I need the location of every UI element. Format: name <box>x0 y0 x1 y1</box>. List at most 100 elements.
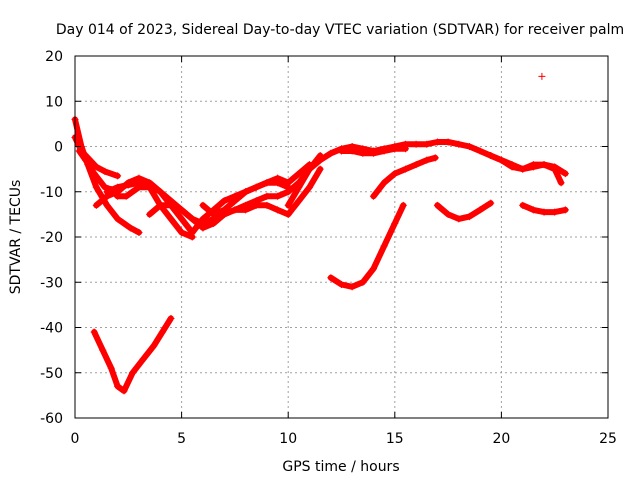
data-point <box>423 140 431 148</box>
data-point <box>401 145 409 153</box>
data-point <box>274 206 282 214</box>
data-point <box>167 215 175 223</box>
data-point <box>487 152 495 160</box>
data-point <box>306 183 314 191</box>
data-point <box>295 197 303 205</box>
data-point <box>274 174 282 182</box>
data-point <box>529 206 537 214</box>
data-point <box>561 170 569 178</box>
data-point <box>284 201 292 209</box>
data-point <box>103 201 111 209</box>
series-trace <box>93 152 324 231</box>
data-point <box>126 224 134 232</box>
data-point <box>146 210 154 218</box>
data-point <box>274 192 282 200</box>
series-arc-9 <box>338 145 409 157</box>
data-point <box>561 206 569 214</box>
series-arc-7 <box>199 161 314 218</box>
data-point <box>101 183 109 191</box>
data-point <box>399 201 407 209</box>
data-point <box>348 147 356 155</box>
series-outlier <box>538 72 546 80</box>
series-arc-11 <box>369 154 439 200</box>
data-point <box>348 283 356 291</box>
data-point <box>380 242 388 250</box>
x-tick-label: 0 <box>71 431 80 447</box>
data-point <box>412 140 420 148</box>
data-point <box>114 172 122 180</box>
y-tick-label: -10 <box>40 185 63 201</box>
data-point <box>92 163 100 171</box>
data-point <box>263 192 271 200</box>
data-point <box>114 382 122 390</box>
data-point <box>231 206 239 214</box>
data-point <box>316 165 324 173</box>
data-point <box>529 161 537 169</box>
y-tick-label: -40 <box>40 321 63 337</box>
data-point <box>284 179 292 187</box>
data-point <box>120 387 128 395</box>
data-point <box>519 165 527 173</box>
data-point <box>284 210 292 218</box>
data-point <box>178 215 186 223</box>
data-point <box>252 201 260 209</box>
data-point <box>99 346 107 354</box>
data-point <box>263 179 271 187</box>
data-point <box>551 165 559 173</box>
data-point <box>391 145 399 153</box>
series-arc-12 <box>327 201 407 291</box>
data-point <box>199 219 207 227</box>
data-point <box>135 228 143 236</box>
data-point <box>75 147 83 155</box>
data-point <box>497 156 505 164</box>
data-point <box>391 219 399 227</box>
axis-ticks <box>74 55 609 419</box>
data-point <box>122 192 130 200</box>
data-point <box>423 156 431 164</box>
series-arc-14 <box>519 201 569 216</box>
data-point <box>220 197 228 205</box>
data-point <box>92 201 100 209</box>
data-point <box>380 147 388 155</box>
x-tick-label: 25 <box>599 431 617 447</box>
data-point <box>124 181 132 189</box>
data-point <box>263 201 271 209</box>
data-point <box>359 149 367 157</box>
data-point <box>551 208 559 216</box>
data-point <box>465 213 473 221</box>
x-tick-label: 15 <box>386 431 404 447</box>
y-tick-label: 0 <box>54 140 63 156</box>
series-arc-15 <box>90 314 175 395</box>
data-point <box>90 328 98 336</box>
series-arc-13 <box>433 199 495 223</box>
data-point <box>306 165 314 173</box>
data-point <box>369 192 377 200</box>
data-point <box>231 197 239 205</box>
data-point <box>369 265 377 273</box>
data-point <box>295 183 303 191</box>
data-point <box>369 149 377 157</box>
x-tick-label: 10 <box>279 431 297 447</box>
data-point <box>359 278 367 286</box>
y-tick-label: -50 <box>40 366 63 382</box>
data-point <box>188 228 196 236</box>
y-tick-label: -20 <box>40 230 63 246</box>
data-point <box>338 281 345 289</box>
data-point <box>150 342 158 350</box>
data-point <box>540 208 548 216</box>
data-point <box>156 188 164 196</box>
data-point <box>538 72 546 80</box>
y-tick-labels: -60 -50 -40 -30 -20 -10 0 10 20 <box>40 49 63 427</box>
x-axis-label: GPS time / hours <box>282 459 399 475</box>
data-point <box>295 170 303 178</box>
data-point <box>444 210 452 218</box>
data-point <box>412 161 420 169</box>
data-point <box>431 154 439 162</box>
data-point <box>557 179 565 187</box>
data-point <box>188 215 196 223</box>
data-point <box>508 161 516 169</box>
data-point <box>455 140 463 148</box>
data-point <box>252 183 260 191</box>
